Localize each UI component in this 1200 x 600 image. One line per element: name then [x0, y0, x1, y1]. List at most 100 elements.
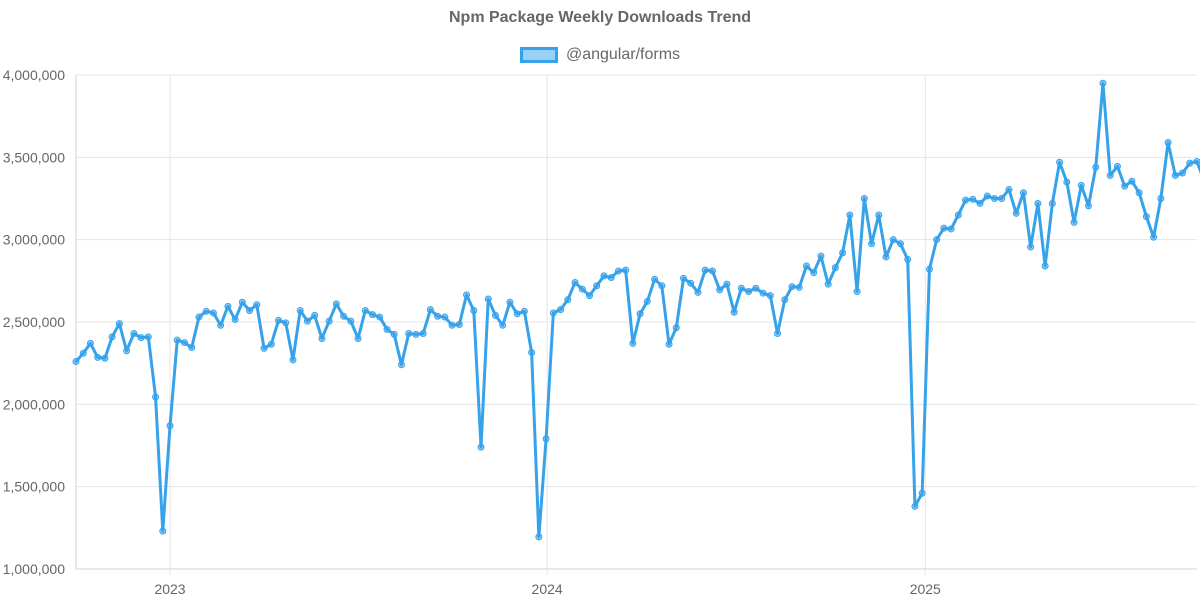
data-point[interactable] — [687, 279, 695, 287]
data-point[interactable] — [166, 422, 174, 430]
data-point[interactable] — [130, 330, 138, 338]
data-point[interactable] — [1092, 163, 1100, 171]
data-point[interactable] — [708, 267, 716, 275]
data-point[interactable] — [860, 195, 868, 202]
data-point[interactable] — [1179, 169, 1187, 177]
data-point[interactable] — [1012, 209, 1020, 217]
data-point[interactable] — [889, 236, 897, 244]
data-point[interactable] — [737, 284, 745, 292]
data-point[interactable] — [549, 309, 557, 317]
data-point[interactable] — [325, 317, 333, 325]
data-point[interactable] — [238, 298, 246, 306]
data-point[interactable] — [231, 316, 239, 324]
data-point[interactable] — [1106, 171, 1114, 179]
data-point[interactable] — [376, 313, 384, 321]
data-point[interactable] — [730, 308, 738, 316]
data-point[interactable] — [455, 320, 463, 328]
data-point[interactable] — [202, 307, 210, 315]
data-point[interactable] — [303, 317, 311, 325]
data-point[interactable] — [831, 264, 839, 272]
data-point[interactable] — [853, 288, 861, 296]
data-point[interactable] — [115, 320, 123, 328]
data-point[interactable] — [267, 340, 275, 348]
data-point[interactable] — [282, 319, 290, 327]
data-point[interactable] — [564, 296, 572, 304]
data-point[interactable] — [108, 333, 116, 341]
data-point[interactable] — [1070, 218, 1078, 226]
data-point[interactable] — [557, 306, 565, 314]
data-point[interactable] — [224, 302, 232, 310]
data-point[interactable] — [448, 321, 456, 329]
data-point[interactable] — [397, 361, 405, 369]
data-point[interactable] — [1027, 243, 1035, 251]
data-point[interactable] — [810, 269, 818, 277]
data-point[interactable] — [246, 306, 254, 314]
data-point[interactable] — [694, 288, 702, 296]
data-point[interactable] — [839, 249, 847, 257]
data-point[interactable] — [983, 192, 991, 200]
data-point[interactable] — [766, 292, 774, 300]
data-point[interactable] — [846, 211, 854, 219]
data-point[interactable] — [795, 283, 803, 291]
data-point[interactable] — [72, 358, 80, 366]
data-point[interactable] — [1077, 181, 1085, 189]
data-point[interactable] — [824, 280, 832, 288]
data-point[interactable] — [651, 275, 659, 283]
data-point[interactable] — [361, 306, 369, 314]
data-point[interactable] — [101, 354, 109, 362]
data-point[interactable] — [354, 334, 362, 342]
data-point[interactable] — [152, 393, 160, 401]
data-point[interactable] — [347, 317, 355, 325]
data-point[interactable] — [614, 267, 622, 275]
data-point[interactable] — [991, 195, 998, 202]
data-point[interactable] — [947, 225, 955, 233]
data-point[interactable] — [976, 199, 984, 207]
data-point[interactable] — [940, 224, 948, 232]
data-point[interactable] — [745, 288, 753, 296]
data-point[interactable] — [1142, 213, 1150, 221]
data-point[interactable] — [173, 336, 181, 344]
legend[interactable]: @angular/forms — [0, 46, 1200, 64]
data-point[interactable] — [1005, 185, 1013, 193]
data-point[interactable] — [209, 309, 217, 317]
data-point[interactable] — [918, 489, 926, 497]
data-point[interactable] — [701, 266, 709, 274]
data-point[interactable] — [802, 262, 810, 270]
data-point[interactable] — [1056, 158, 1064, 166]
data-point[interactable] — [1157, 195, 1165, 202]
data-point[interactable] — [643, 297, 651, 305]
data-point[interactable] — [188, 344, 196, 352]
data-point[interactable] — [578, 285, 586, 293]
data-point[interactable] — [94, 353, 102, 361]
data-point[interactable] — [636, 310, 644, 318]
data-point[interactable] — [535, 533, 543, 541]
data-point[interactable] — [441, 313, 449, 321]
data-point[interactable] — [383, 325, 391, 333]
data-point[interactable] — [868, 240, 876, 248]
data-point[interactable] — [86, 339, 94, 347]
data-point[interactable] — [369, 311, 377, 319]
data-point[interactable] — [882, 253, 890, 261]
data-point[interactable] — [311, 311, 319, 319]
data-point[interactable] — [412, 330, 420, 338]
data-point[interactable] — [253, 301, 261, 309]
data-point[interactable] — [470, 306, 478, 314]
legend-label-angular-forms[interactable]: @angular/forms — [565, 46, 681, 63]
data-point[interactable] — [1186, 159, 1194, 167]
data-point[interactable] — [817, 252, 825, 260]
data-point[interactable] — [585, 292, 593, 300]
data-point[interactable] — [571, 278, 579, 286]
data-point[interactable] — [752, 284, 760, 292]
data-point[interactable] — [195, 313, 203, 321]
data-point[interactable] — [1041, 262, 1049, 270]
data-point[interactable] — [137, 334, 145, 342]
data-point[interactable] — [1128, 177, 1136, 185]
data-point[interactable] — [1121, 182, 1129, 190]
data-point[interactable] — [896, 240, 904, 248]
data-point[interactable] — [79, 349, 87, 357]
data-point[interactable] — [629, 339, 637, 347]
data-point[interactable] — [499, 321, 507, 329]
data-point[interactable] — [513, 310, 521, 318]
data-point[interactable] — [600, 272, 608, 280]
data-point[interactable] — [998, 195, 1006, 202]
